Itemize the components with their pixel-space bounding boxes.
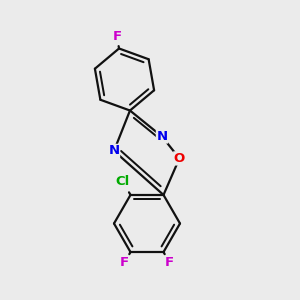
Text: O: O	[174, 152, 185, 165]
Text: N: N	[108, 144, 120, 158]
Text: N: N	[156, 130, 168, 143]
Text: Cl: Cl	[116, 175, 130, 188]
Text: F: F	[165, 256, 174, 269]
Text: F: F	[112, 30, 122, 43]
Text: F: F	[120, 256, 129, 269]
